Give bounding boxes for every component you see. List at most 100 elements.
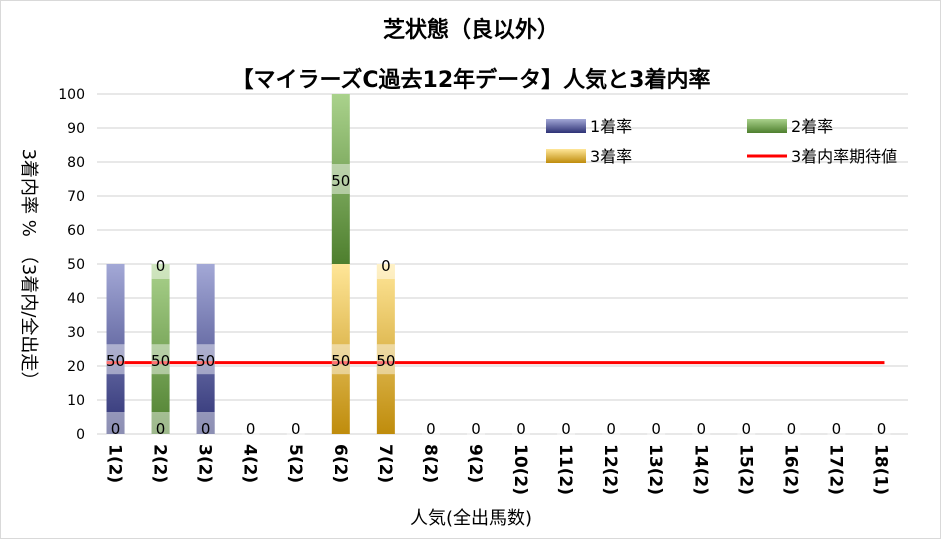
y-tick-label: 30 (67, 325, 85, 341)
data-label: 50 (331, 172, 350, 190)
legend-item: 2着率 (747, 117, 833, 136)
data-label-bg (421, 412, 440, 442)
x-tick-label: 14(2) (690, 444, 710, 495)
legend-swatch (546, 119, 586, 133)
x-tick-label: 13(2) (645, 444, 665, 495)
data-label: 0 (877, 420, 887, 438)
legend-swatch (747, 119, 787, 133)
data-label: 0 (201, 420, 211, 438)
x-tick-label: 17(2) (825, 444, 845, 495)
x-tick-label: 11(2) (555, 444, 575, 495)
y-tick-label: 100 (58, 87, 85, 103)
legend-item: 1着率 (546, 117, 632, 136)
data-label: 0 (742, 420, 752, 438)
x-tick-label: 4(2) (240, 444, 260, 483)
data-label: 0 (696, 420, 706, 438)
y-tick-label: 50 (67, 257, 85, 273)
data-label: 0 (426, 420, 436, 438)
legend-swatch (546, 149, 586, 163)
data-label-bg (602, 412, 621, 442)
data-label-bg (647, 412, 666, 442)
y-tick-label: 90 (67, 121, 85, 137)
x-tick-label: 12(2) (600, 444, 620, 495)
data-label-bg (151, 344, 170, 375)
data-label: 0 (651, 420, 661, 438)
x-axis-label: 人気(全出馬数) (410, 508, 532, 529)
data-label-bg (782, 412, 801, 442)
data-label-bg (331, 344, 350, 375)
y-tick-label: 60 (67, 223, 85, 239)
data-label-bg (557, 412, 576, 442)
data-label: 0 (471, 420, 481, 438)
data-label-bg (872, 412, 891, 442)
y-tick-label: 10 (67, 393, 85, 409)
y-axis-label: 3着内率 % （3着内/全出走） (18, 149, 39, 390)
data-label: 0 (156, 257, 166, 275)
x-tick-label: 10(2) (510, 444, 530, 495)
data-label: 0 (111, 420, 121, 438)
y-tick-label: 20 (67, 359, 85, 375)
data-label: 0 (606, 420, 616, 438)
data-label-bg (196, 412, 215, 442)
data-label-bg (286, 412, 305, 442)
bar-segment-1着率 (196, 264, 215, 434)
x-tick-label: 16(2) (780, 444, 800, 495)
data-label: 0 (381, 257, 391, 275)
data-label-bg (151, 412, 170, 442)
y-tick-label: 80 (67, 155, 85, 171)
bar-segment-3着率 (376, 264, 395, 434)
y-tick-label: 40 (67, 291, 85, 307)
bar-segment-2着率 (151, 264, 170, 434)
data-label-bg (106, 344, 125, 375)
data-label: 0 (787, 420, 797, 438)
data-label-bg (692, 412, 711, 442)
x-tick-label: 6(2) (330, 444, 350, 483)
data-label: 0 (291, 420, 301, 438)
x-tick-label: 2(2) (150, 444, 170, 483)
data-label: 0 (561, 420, 571, 438)
data-label-bg (376, 249, 395, 279)
data-label: 0 (246, 420, 256, 438)
data-label-bg (196, 344, 215, 375)
legend-label: 3着内率期待値 (791, 147, 897, 166)
x-tick-label: 3(2) (195, 444, 215, 483)
data-label: 0 (516, 420, 526, 438)
legend-label: 1着率 (590, 117, 632, 136)
data-label-bg (737, 412, 756, 442)
x-tick-label: 9(2) (465, 444, 485, 483)
chart-subtitle: 【マイラーズC過去12年データ】人気と3着内率 (232, 67, 711, 93)
legend-label: 3着率 (590, 147, 632, 166)
x-tick-label: 8(2) (420, 444, 440, 483)
bar-segment-3着率 (331, 264, 350, 434)
data-label: 0 (832, 420, 842, 438)
data-label-bg (512, 412, 531, 442)
data-label: 50 (331, 352, 350, 370)
legend-item: 3着内率期待値 (747, 147, 897, 166)
legend-item: 3着率 (546, 147, 632, 166)
legend-label: 2着率 (791, 117, 833, 136)
y-tick-label: 0 (76, 427, 85, 443)
y-tick-label: 70 (67, 189, 85, 205)
x-tick-label: 1(2) (105, 444, 125, 483)
x-tick-label: 7(2) (375, 444, 395, 483)
bar-segment-1着率 (106, 264, 125, 434)
data-label-bg (151, 249, 170, 279)
x-tick-label: 15(2) (735, 444, 755, 495)
x-tick-label: 5(2) (285, 444, 305, 483)
data-label-bg (331, 164, 350, 194)
data-label-bg (241, 412, 260, 442)
data-label-bg (466, 412, 485, 442)
chart-title: 芝状態（良以外） (383, 17, 559, 43)
data-label: 0 (156, 420, 166, 438)
data-label: 50 (376, 352, 395, 370)
data-label-bg (827, 412, 846, 442)
x-tick-label: 18(1) (870, 444, 890, 495)
data-label-bg (376, 344, 395, 375)
bar-segment-2着率 (331, 94, 350, 264)
data-label-bg (106, 412, 125, 442)
data-label: 50 (196, 352, 215, 370)
data-label: 50 (106, 352, 125, 370)
data-label: 50 (151, 352, 170, 370)
